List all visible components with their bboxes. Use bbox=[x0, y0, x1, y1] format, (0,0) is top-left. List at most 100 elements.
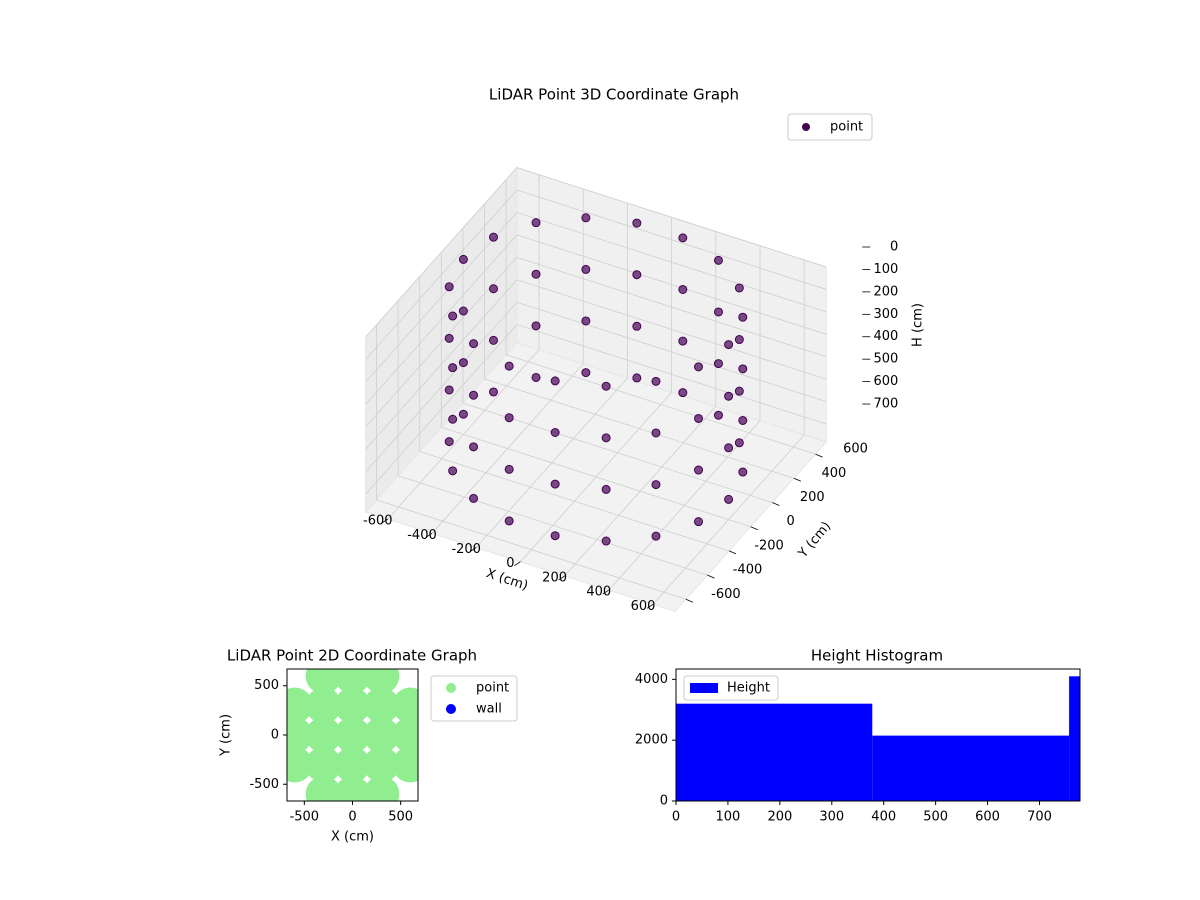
point bbox=[581, 264, 591, 274]
point bbox=[724, 443, 734, 453]
point bbox=[444, 333, 454, 343]
tick-mark bbox=[558, 575, 565, 581]
grid-line bbox=[484, 378, 795, 479]
tick-mark bbox=[602, 589, 610, 595]
plot-frame bbox=[675, 668, 1081, 802]
point bbox=[334, 687, 371, 724]
legend-label: point bbox=[476, 681, 509, 696]
point bbox=[287, 746, 313, 783]
point bbox=[724, 494, 734, 504]
y-tick-label: -600 bbox=[711, 587, 741, 602]
point bbox=[601, 433, 611, 443]
legend-marker bbox=[446, 683, 456, 693]
y-tick-label: 500 bbox=[254, 678, 279, 693]
point bbox=[581, 213, 591, 223]
tick-mark bbox=[646, 603, 654, 609]
point bbox=[724, 391, 734, 401]
y-tick-label: -200 bbox=[754, 538, 784, 553]
point bbox=[469, 442, 479, 452]
y-tick-label: 0 bbox=[271, 728, 279, 743]
z-tick-label: 700 bbox=[873, 397, 898, 412]
point bbox=[488, 232, 498, 242]
point bbox=[504, 361, 514, 371]
point bbox=[305, 776, 342, 801]
point bbox=[287, 687, 313, 724]
grid-line bbox=[516, 301, 827, 402]
point bbox=[444, 282, 454, 292]
point bbox=[458, 358, 468, 368]
point bbox=[678, 233, 688, 243]
z-tick-label: 0 bbox=[890, 240, 898, 255]
bar bbox=[676, 703, 873, 801]
point bbox=[601, 536, 611, 546]
z-tick-label: 100 bbox=[873, 262, 898, 277]
y-tick-label: 0 bbox=[660, 794, 668, 809]
point bbox=[738, 415, 748, 425]
point bbox=[550, 531, 560, 541]
x-tick-label: 100 bbox=[716, 810, 741, 825]
grid-line bbox=[441, 426, 751, 528]
chart-title: LiDAR Point 2D Coordinate Graph bbox=[227, 647, 477, 665]
legend-box bbox=[787, 113, 873, 141]
x-tick-label: -200 bbox=[451, 542, 481, 557]
x-tick-label: 600 bbox=[631, 599, 656, 614]
y-tick-label: -400 bbox=[733, 563, 763, 578]
bar bbox=[872, 735, 1070, 801]
point bbox=[448, 311, 458, 321]
point bbox=[448, 414, 458, 424]
x-tick-label: 500 bbox=[388, 810, 413, 825]
point bbox=[305, 746, 342, 783]
point bbox=[531, 321, 541, 331]
tick-mark bbox=[469, 547, 477, 552]
x-tick-label: 200 bbox=[767, 810, 792, 825]
point bbox=[601, 484, 611, 494]
point bbox=[392, 687, 418, 724]
tick-mark bbox=[425, 532, 433, 538]
point bbox=[632, 373, 642, 383]
grid-line bbox=[365, 301, 518, 472]
point bbox=[694, 517, 704, 527]
tick-mark bbox=[514, 561, 521, 567]
point bbox=[651, 480, 661, 490]
x-tick-label: -600 bbox=[363, 514, 393, 529]
point bbox=[601, 381, 611, 391]
point bbox=[504, 516, 514, 526]
x-tick-label: 400 bbox=[586, 585, 611, 600]
point bbox=[738, 467, 748, 477]
grid-line bbox=[505, 354, 816, 455]
grid-line bbox=[516, 167, 827, 268]
grid-line bbox=[365, 167, 518, 338]
point bbox=[488, 284, 498, 294]
point bbox=[581, 368, 591, 378]
point bbox=[488, 335, 498, 345]
x-tick-label: 500 bbox=[923, 810, 948, 825]
tick-mark bbox=[772, 502, 780, 506]
point bbox=[305, 669, 342, 694]
z-tick-label: 300 bbox=[873, 307, 898, 322]
point bbox=[504, 464, 514, 474]
tick-mark bbox=[685, 598, 694, 603]
x-tick-label: 0 bbox=[672, 810, 680, 825]
point bbox=[713, 255, 723, 265]
point bbox=[504, 413, 514, 423]
point bbox=[651, 531, 661, 541]
point bbox=[651, 428, 661, 438]
point bbox=[678, 388, 688, 398]
z-tick-label: 500 bbox=[873, 352, 898, 367]
point bbox=[713, 359, 723, 369]
point bbox=[531, 372, 541, 382]
point bbox=[678, 336, 688, 346]
point bbox=[531, 218, 541, 228]
bar bbox=[1069, 676, 1080, 801]
y-tick-label: 400 bbox=[821, 466, 846, 481]
grid-line bbox=[516, 279, 827, 380]
grid-line bbox=[365, 279, 518, 450]
legend-label: wall bbox=[476, 702, 502, 717]
point bbox=[363, 669, 400, 694]
point bbox=[734, 438, 744, 448]
legend-label: Height bbox=[727, 681, 770, 696]
y-tick-label: -500 bbox=[249, 777, 279, 792]
point bbox=[724, 340, 734, 350]
grid-line bbox=[419, 451, 730, 552]
